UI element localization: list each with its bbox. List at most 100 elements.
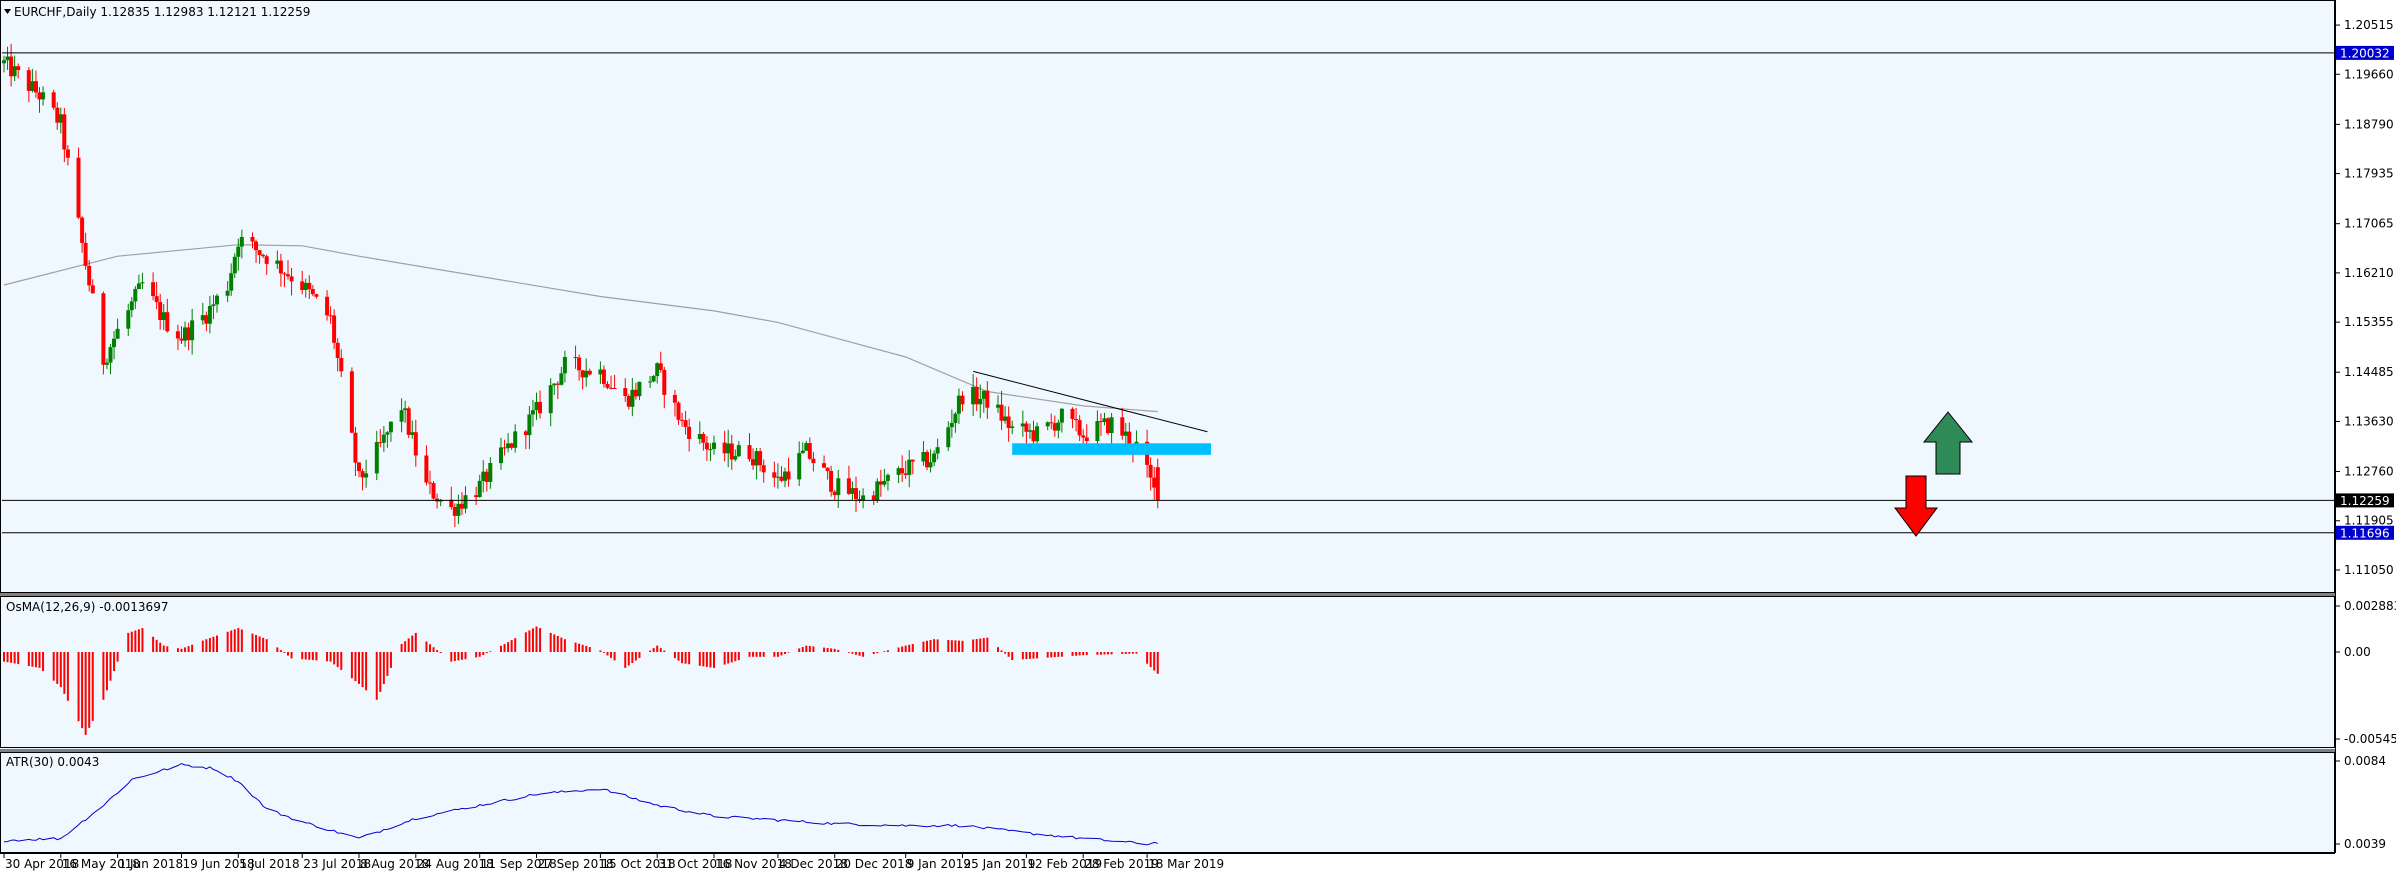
- candle: [62, 108, 67, 162]
- candle-body: [708, 449, 713, 451]
- candle: [385, 431, 390, 448]
- candle-body: [758, 451, 763, 466]
- candle-body: [1123, 431, 1128, 436]
- candle: [758, 447, 763, 472]
- candle-body: [1099, 421, 1103, 423]
- arrow-down-icon[interactable]: [1894, 475, 1938, 537]
- candle: [875, 478, 880, 503]
- candle: [736, 441, 741, 458]
- time-axis-label: 20 Dec 2018: [836, 857, 913, 871]
- candle: [548, 378, 553, 427]
- candle-body: [136, 283, 141, 289]
- candle: [925, 449, 929, 471]
- candle: [76, 147, 81, 220]
- candle: [1077, 415, 1082, 441]
- time-axis-label: 23 Jul 2018: [303, 857, 371, 871]
- candle: [836, 469, 841, 508]
- trendline[interactable]: [973, 370, 1208, 433]
- candle-body: [254, 241, 258, 251]
- candle-body: [378, 442, 383, 444]
- candle-body: [786, 471, 791, 480]
- candle-body: [339, 358, 344, 372]
- price-tag-background: [2336, 45, 2394, 60]
- candle: [307, 275, 312, 299]
- candle: [761, 459, 766, 483]
- candle: [459, 492, 464, 515]
- candle: [807, 437, 812, 461]
- candle: [999, 390, 1004, 430]
- candle: [534, 392, 539, 420]
- price-axis-label: 1.11050: [2344, 563, 2394, 577]
- candle: [981, 390, 986, 413]
- candle-body: [1052, 423, 1057, 431]
- candles-group[interactable]: [2, 43, 1160, 528]
- candle: [538, 390, 542, 419]
- candle: [374, 430, 379, 481]
- candle: [101, 291, 106, 375]
- candle-body: [456, 503, 461, 516]
- candle: [800, 442, 805, 454]
- time-axis-label: 9 Jan 2019: [907, 857, 971, 871]
- candle: [264, 254, 269, 275]
- dropdown-triangle-icon[interactable]: [4, 9, 11, 14]
- time-axis-label: 5 Jul 2018: [239, 857, 299, 871]
- candle: [797, 441, 802, 486]
- candle: [158, 293, 163, 330]
- candle-body: [928, 462, 933, 468]
- candle-body: [236, 246, 241, 257]
- candle: [41, 86, 45, 106]
- candle: [953, 411, 958, 433]
- candle-body: [452, 507, 457, 516]
- arrow-up-icon[interactable]: [1922, 411, 1974, 475]
- atr-pane[interactable]: ATR(30) 0.0043: [0, 749, 2396, 853]
- candle-body: [215, 295, 219, 305]
- horizontal-levels-group[interactable]: [2, 52, 2396, 534]
- candle-body: [772, 472, 777, 478]
- candle: [651, 374, 656, 383]
- candle-body: [65, 149, 70, 158]
- candle: [1084, 424, 1089, 445]
- candle-body: [761, 465, 766, 473]
- osma-axis-label: -0.0054543: [2344, 732, 2396, 746]
- candle: [584, 358, 589, 387]
- candle: [1106, 417, 1110, 435]
- candle-body: [449, 499, 454, 507]
- candle: [751, 448, 755, 470]
- candle: [357, 462, 361, 478]
- candle: [1074, 408, 1079, 432]
- candle: [562, 350, 567, 383]
- candle-body: [76, 157, 81, 218]
- candle: [477, 474, 482, 498]
- candle-body: [115, 328, 120, 339]
- candle-body: [282, 273, 287, 275]
- candle-body: [733, 456, 738, 460]
- price-axis[interactable]: 1.20515 1.19660 1.18790 1.17935 1.17065 1.162…: [2335, 0, 2396, 876]
- candle-body: [104, 362, 109, 365]
- candle-body: [158, 302, 163, 320]
- candle-body: [562, 357, 567, 374]
- candle-body: [672, 395, 677, 403]
- time-axis-label: 25 Jan 2019: [964, 857, 1036, 871]
- candle: [108, 344, 113, 375]
- osma-pane[interactable]: OsMA(12,26,9) -0.0013697: [0, 593, 2396, 749]
- candle-body: [651, 376, 656, 382]
- candle: [87, 260, 92, 292]
- candle-body: [779, 476, 784, 481]
- candle: [672, 389, 677, 417]
- annotations-group[interactable]: [973, 370, 1974, 537]
- candle-body: [477, 480, 482, 497]
- candle: [726, 429, 731, 468]
- candle-body: [1120, 417, 1125, 436]
- candle: [449, 486, 454, 510]
- candle-body: [1106, 418, 1110, 433]
- price-pane[interactable]: EURCHF,Daily 1.12835 1.12983 1.12121 1.1…: [0, 0, 2396, 593]
- support-zone[interactable]: [1012, 443, 1211, 455]
- candle-body: [846, 478, 851, 494]
- candle-body: [1109, 417, 1114, 433]
- candle: [353, 426, 358, 476]
- candle: [829, 465, 834, 497]
- candle: [211, 295, 216, 320]
